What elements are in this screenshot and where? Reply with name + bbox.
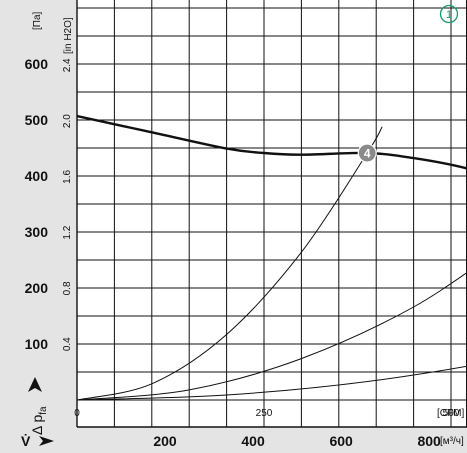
y-arrow-icon	[28, 377, 42, 392]
y-tick-label: 200	[25, 280, 49, 296]
operating-points: 432	[357, 143, 377, 163]
y2-tick-label: 2.4	[62, 58, 73, 72]
system-curve-flat	[76, 365, 467, 401]
left-axis-band	[0, 0, 77, 453]
y2-tick-label: 0.4	[62, 337, 73, 351]
x-secondary-title: V̇	[21, 433, 31, 449]
y-secondary-ticks: 0.4 0.8 1.2 1.6 2.0 2.4	[62, 58, 73, 351]
x-primary-unit: [CFM]	[437, 408, 464, 419]
y-primary-ticks: 100 200 300 400 500 600	[25, 56, 49, 352]
y-tick-label: 100	[25, 336, 49, 352]
x-secondary-unit: [м³/ч]	[440, 436, 464, 447]
y-tick-label: 400	[25, 168, 49, 184]
grid	[76, 0, 467, 428]
y-tick-label: 600	[25, 56, 49, 72]
y2-tick-label: 0.8	[62, 281, 73, 295]
x-tick-label: 500	[443, 408, 460, 419]
system-curve-medium	[76, 272, 467, 401]
y2-tick-label: 2.0	[62, 114, 73, 128]
y-axis-title-sub: fa	[38, 406, 49, 415]
y2-tick-label: 1.6	[62, 170, 73, 184]
fan-curve	[76, 114, 467, 170]
x-primary-ticks: 0250500750	[74, 408, 460, 419]
y-tick-label: 300	[25, 224, 49, 240]
x-tick-label: 250	[256, 408, 273, 419]
svg-text:Δ pfa: Δ pfa	[29, 406, 49, 435]
chart-badge: 1	[439, 4, 459, 24]
chart-badge-label: 1	[446, 9, 452, 21]
x2-tick-label: 400	[241, 433, 265, 449]
y-axis-title-main: Δ p	[29, 415, 45, 435]
operating-point-marker	[357, 143, 377, 163]
bottom-axis-band	[0, 427, 467, 453]
y-secondary-unit: [in H2O]	[63, 17, 74, 54]
x2-tick-label: 800	[417, 433, 441, 449]
x-arrow-icon	[39, 436, 54, 446]
x2-tick-label: 600	[329, 433, 353, 449]
operating-point-label: 4	[364, 147, 371, 161]
x2-tick-label: 200	[153, 433, 177, 449]
x-tick-label: 0	[74, 408, 80, 419]
operating-point: 4	[357, 143, 377, 163]
y2-tick-label: 1.2	[62, 225, 73, 239]
x-secondary-ticks: 200400600800100012001400	[153, 433, 441, 449]
y-axis-title: Δ pfa	[29, 406, 49, 435]
y-primary-unit: [Па]	[32, 11, 43, 30]
y-tick-label: 500	[25, 112, 49, 128]
plot-background	[77, 0, 467, 427]
